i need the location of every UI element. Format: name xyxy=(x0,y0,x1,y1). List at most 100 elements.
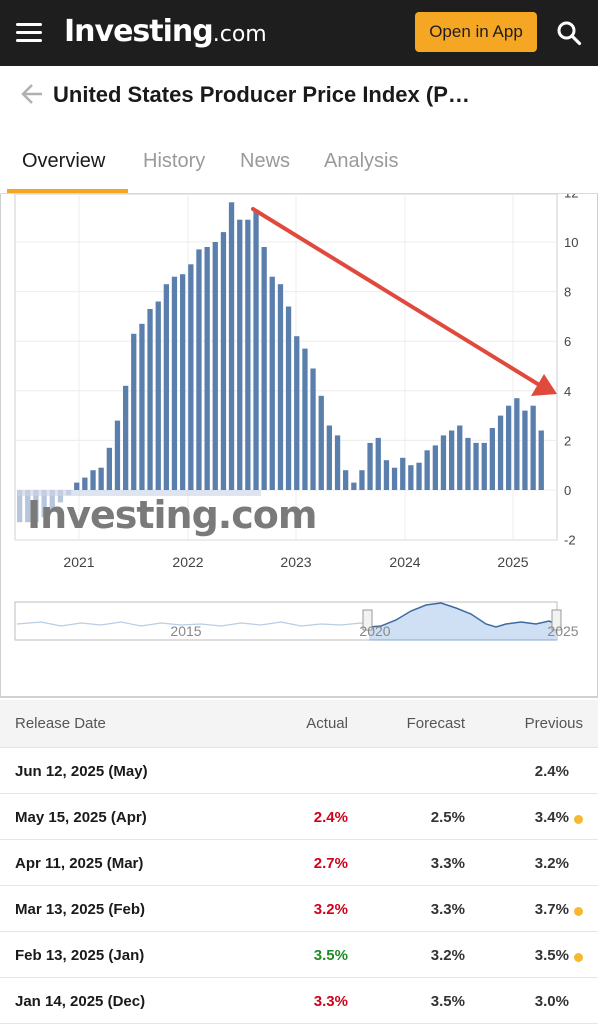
chart-bar xyxy=(147,309,153,490)
chart-bar xyxy=(506,405,512,490)
y-tick-label: 0 xyxy=(564,483,571,498)
chart-bar xyxy=(302,348,308,490)
previous-cell: 2.4% xyxy=(534,763,569,780)
y-tick-label: 10 xyxy=(564,235,578,250)
chart-bar xyxy=(343,470,349,490)
release-date-cell: May 15, 2025 (Apr) xyxy=(15,809,147,826)
chart-bar xyxy=(155,301,161,490)
chart-navigator[interactable]: 2015 2020 2025 xyxy=(1,194,597,698)
chart-bar xyxy=(432,445,438,490)
tab-history[interactable]: History xyxy=(143,150,206,172)
chart-bar xyxy=(131,333,137,490)
table-row[interactable]: Jun 12, 2025 (May) 2.4% xyxy=(0,748,598,794)
x-tick-label: 2021 xyxy=(63,554,94,570)
forecast-cell: 2.5% xyxy=(430,809,465,826)
x-tick-label: 2022 xyxy=(172,554,203,570)
y-tick-label: 4 xyxy=(564,384,571,399)
chart-bar xyxy=(269,276,275,490)
actual-cell: 2.7% xyxy=(313,855,348,872)
chart-bar xyxy=(359,470,365,490)
back-arrow-icon[interactable] xyxy=(20,82,44,106)
chart-bar xyxy=(383,460,390,490)
header-forecast[interactable]: Forecast xyxy=(406,715,465,732)
chart-bar xyxy=(277,284,284,490)
actual-cell: 3.2% xyxy=(313,901,348,918)
chart-bar xyxy=(98,467,104,490)
chart-bar xyxy=(449,430,455,490)
navigator-label: 2025 xyxy=(547,623,578,639)
chart-bar xyxy=(351,482,357,490)
chart-bar xyxy=(171,276,178,490)
open-in-app-button[interactable]: Open in App xyxy=(415,12,537,52)
chart-bar xyxy=(416,462,422,490)
actual-cell: 3.5% xyxy=(313,947,348,964)
chart-bar xyxy=(367,442,373,490)
actual-cell: 2.4% xyxy=(313,809,348,826)
forecast-cell: 3.2% xyxy=(430,947,465,964)
chart-bar xyxy=(228,202,235,491)
chart-bar xyxy=(497,415,504,490)
chart-bar xyxy=(139,323,145,490)
hamburger-icon[interactable] xyxy=(16,22,44,44)
table-row[interactable]: Jan 14, 2025 (Dec) 3.3% 3.5% 3.0% xyxy=(0,978,598,1024)
trend-arrow-head xyxy=(531,374,557,396)
revised-dot-icon xyxy=(574,953,583,962)
chart-bar xyxy=(188,264,194,490)
chart-watermark: Investing.com xyxy=(27,493,316,537)
chart-bar xyxy=(457,425,463,490)
header-release-date[interactable]: Release Date xyxy=(15,715,106,732)
chart-bar xyxy=(334,435,341,490)
chart-bar xyxy=(424,450,430,490)
chart-bar xyxy=(375,437,381,490)
header-actual[interactable]: Actual xyxy=(306,715,348,732)
tab-overview[interactable]: Overview xyxy=(22,150,106,172)
release-date-cell: Jun 12, 2025 (May) xyxy=(15,763,148,780)
chart-bar xyxy=(49,490,55,510)
table-row[interactable]: Mar 13, 2025 (Feb) 3.2% 3.3% 3.7% xyxy=(0,886,598,932)
chart-bar xyxy=(408,465,414,490)
previous-cell: 3.0% xyxy=(534,993,569,1010)
chart-bar xyxy=(245,219,251,490)
y-tick-label: -2 xyxy=(564,533,576,548)
navigator-label: 2015 xyxy=(170,623,201,639)
previous-cell: 3.2% xyxy=(534,855,569,872)
chart-bar xyxy=(253,209,259,491)
navigator-history-line xyxy=(16,621,370,627)
x-tick-label: 2023 xyxy=(280,554,311,570)
chart-bar xyxy=(196,249,202,490)
navigator-selected-area xyxy=(369,603,557,640)
chart-bar xyxy=(391,467,398,490)
chart-bar xyxy=(489,428,495,490)
release-date-cell: Feb 13, 2025 (Jan) xyxy=(15,947,145,964)
chart-bar xyxy=(74,482,80,490)
chart-bar xyxy=(33,490,39,523)
chart-bar xyxy=(237,219,243,490)
navigator-label: 2020 xyxy=(359,623,390,639)
negative-band xyxy=(17,490,261,496)
site-logo[interactable]: Investing.com xyxy=(64,12,267,52)
title-bar xyxy=(0,66,598,130)
y-tick-label: 6 xyxy=(564,334,571,349)
chart-bar xyxy=(318,395,324,490)
table-row[interactable]: Apr 11, 2025 (Mar) 2.7% 3.3% 3.2% xyxy=(0,840,598,886)
chart-bar xyxy=(180,274,186,490)
chart-bar xyxy=(212,242,218,490)
table-row[interactable]: Feb 13, 2025 (Jan) 3.5% 3.2% 3.5% xyxy=(0,932,598,978)
release-date-cell: Jan 14, 2025 (Dec) xyxy=(15,993,146,1010)
chart-bar xyxy=(82,477,88,490)
forecast-cell: 3.3% xyxy=(430,855,465,872)
y-tick-label: 12 xyxy=(564,194,578,200)
navigator-selected-line xyxy=(368,602,558,628)
header-previous[interactable]: Previous xyxy=(524,715,583,732)
search-icon[interactable] xyxy=(556,20,582,46)
revised-dot-icon xyxy=(574,907,583,916)
table-row[interactable]: May 15, 2025 (Apr) 2.4% 2.5% 3.4% xyxy=(0,794,598,840)
actual-cell: 3.3% xyxy=(313,993,348,1010)
trend-arrow-line xyxy=(251,207,543,388)
tab-analysis[interactable]: Analysis xyxy=(324,150,399,172)
chart-bar xyxy=(41,490,47,518)
main-bar-chart[interactable]: 12 10 8 6 4 2 0 -2 2021 2022 2023 2024 2025 Investing… xyxy=(1,194,597,574)
chart-bar xyxy=(440,435,447,490)
chart-bar xyxy=(261,247,267,490)
tab-news[interactable]: News xyxy=(240,150,291,172)
